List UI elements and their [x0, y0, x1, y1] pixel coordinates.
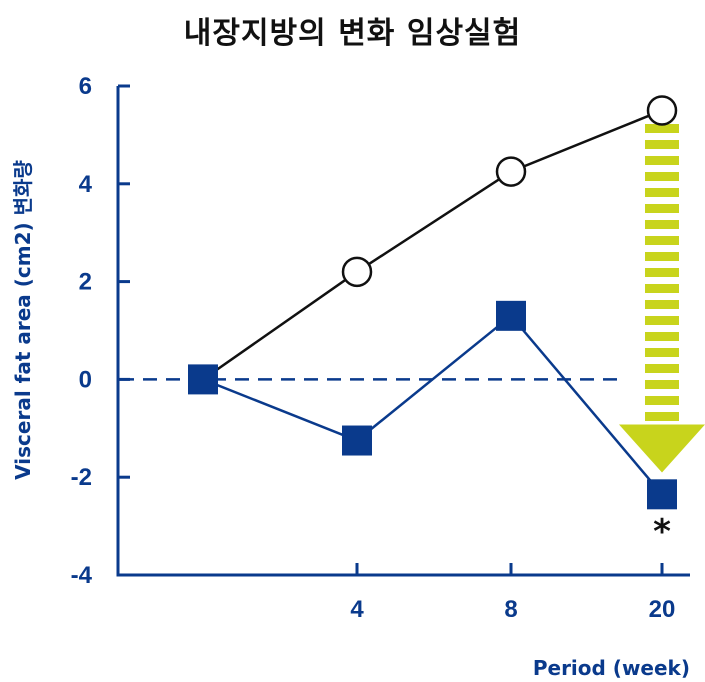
data-point-square — [496, 300, 526, 331]
y-axis-ticks: 6 4 2 0 -2 -4 — [71, 73, 130, 589]
y-tick-label: -4 — [71, 562, 93, 589]
annotations: * — [653, 512, 671, 552]
data-point-circle — [495, 156, 527, 187]
chart-title: 내장지방의 변화 임상실험 — [183, 16, 522, 51]
significance-asterisk: * — [653, 512, 671, 552]
x-tick-label: 8 — [504, 596, 517, 623]
data-point-square — [342, 425, 372, 456]
series-1-line — [202, 109, 663, 381]
data-point-circle — [341, 256, 373, 288]
y-axis-label: Visceral fat area (cm2) 변화량 — [11, 160, 35, 480]
x-tick-label: 20 — [649, 596, 676, 623]
decrease-arrow — [619, 124, 705, 473]
data-point-square — [647, 479, 677, 510]
y-tick-label: 2 — [79, 269, 92, 296]
axes — [116, 86, 690, 577]
data-point-square — [188, 364, 218, 395]
y-tick-label: 0 — [79, 366, 92, 393]
x-tick-label: 4 — [350, 596, 364, 623]
x-axis-label: Period (week) — [533, 656, 690, 680]
y-tick-label: 6 — [79, 73, 92, 100]
y-tick-label: -2 — [71, 464, 92, 491]
series-group — [188, 95, 678, 510]
y-tick-label: 4 — [79, 171, 93, 198]
series-2-line — [202, 314, 663, 496]
data-point-circle — [646, 95, 678, 126]
x-axis-ticks: 4 8 20 — [350, 563, 675, 623]
arrow-head — [619, 424, 705, 473]
